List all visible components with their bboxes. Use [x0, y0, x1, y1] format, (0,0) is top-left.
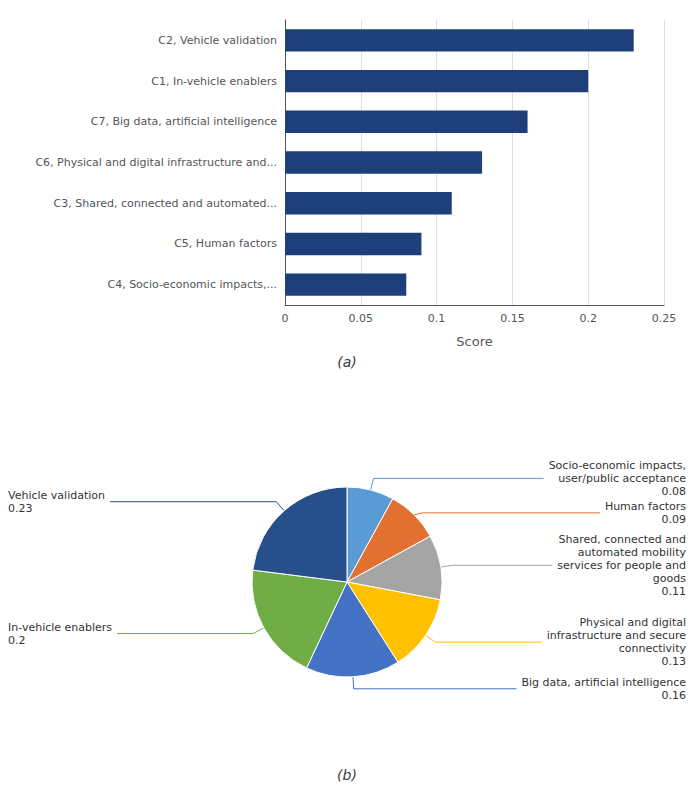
svg-text:0.1: 0.1 [428, 312, 446, 325]
svg-text:0.2: 0.2 [579, 312, 597, 325]
svg-text:0: 0 [282, 312, 289, 325]
svg-text:0.23: 0.23 [8, 502, 33, 515]
svg-text:0.25: 0.25 [652, 312, 677, 325]
svg-text:C1, In-vehicle enablers: C1, In-vehicle enablers [151, 75, 277, 88]
svg-text:0.13: 0.13 [662, 655, 687, 668]
svg-text:(a): (a) [337, 354, 357, 370]
svg-text:Vehicle validation: Vehicle validation [8, 489, 105, 502]
svg-text:0.08: 0.08 [662, 485, 687, 498]
svg-text:Score: Score [456, 334, 492, 349]
svg-text:0.16: 0.16 [662, 689, 687, 702]
svg-text:Human factors: Human factors [605, 500, 686, 513]
svg-text:0.11: 0.11 [662, 585, 687, 598]
svg-text:Shared, connected and: Shared, connected and [558, 533, 686, 546]
svg-text:automated mobility: automated mobility [578, 546, 687, 559]
svg-text:(b): (b) [337, 767, 357, 783]
svg-text:C6, Physical and digital infra: C6, Physical and digital infrastructure … [35, 156, 277, 169]
svg-text:0.09: 0.09 [662, 513, 687, 526]
svg-text:C3, Shared, connected and auto: C3, Shared, connected and automated... [54, 197, 277, 210]
svg-text:Big data, artificial intellige: Big data, artificial intelligence [521, 676, 686, 689]
svg-text:Socio-economic impacts,: Socio-economic impacts, [549, 459, 686, 472]
svg-text:C5, Human factors: C5, Human factors [174, 237, 277, 250]
svg-text:C4, Socio-economic impacts,...: C4, Socio-economic impacts,... [107, 278, 277, 291]
svg-text:C7, Big data, artificial intel: C7, Big data, artificial intelligence [91, 115, 278, 128]
svg-text:In-vehicle enablers: In-vehicle enablers [8, 621, 112, 634]
svg-text:C2, Vehicle validation: C2, Vehicle validation [158, 34, 277, 47]
svg-text:0.2: 0.2 [8, 634, 26, 647]
svg-text:0.05: 0.05 [349, 312, 374, 325]
svg-text:connectivity: connectivity [619, 642, 687, 655]
svg-text:goods: goods [653, 572, 686, 585]
svg-text:Physical and digital: Physical and digital [579, 616, 686, 629]
svg-text:services for people and: services for people and [557, 559, 686, 572]
svg-text:infrastructure and secure: infrastructure and secure [547, 629, 687, 642]
svg-text:0.15: 0.15 [500, 312, 525, 325]
svg-text:user/public acceptance: user/public acceptance [558, 472, 686, 485]
